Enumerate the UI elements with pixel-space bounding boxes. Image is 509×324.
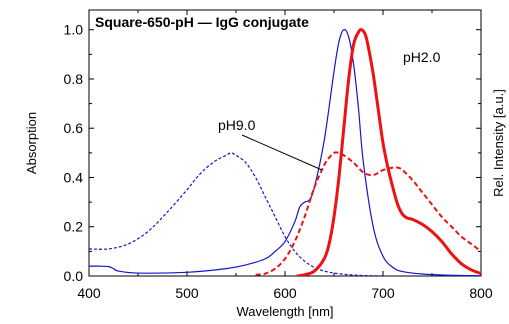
annotation-ph9: pH9.0 xyxy=(218,117,256,133)
series-line-em_ph9 xyxy=(255,151,481,276)
axis-ticks: 400 500 600 700 800 0.0 0.2 0.4 0.6 0.8 1.0 xyxy=(64,10,493,301)
y-tick-label: 0.4 xyxy=(64,169,84,185)
annotation-leader-line xyxy=(241,134,323,171)
y-axis-label-right: Rel. Intensity [a.u.] xyxy=(491,89,506,197)
y-axis-label-left: Absorption xyxy=(24,112,39,174)
series-layer xyxy=(89,28,481,276)
x-tick-label: 700 xyxy=(371,285,395,301)
y-tick-label: 1.0 xyxy=(64,22,84,38)
x-tick-label: 500 xyxy=(175,285,199,301)
y-tick-label: 0.6 xyxy=(64,120,84,136)
annotation-ph2: pH2.0 xyxy=(403,49,441,65)
x-tick-label: 400 xyxy=(77,285,101,301)
x-tick-label: 800 xyxy=(469,285,493,301)
x-tick-label: 600 xyxy=(273,285,297,301)
series-line-abs_ph2 xyxy=(89,28,481,276)
y-tick-label: 0.0 xyxy=(64,268,84,284)
series-line-em_ph2 xyxy=(296,28,481,276)
x-axis-label: Wavelength [nm] xyxy=(236,304,333,319)
y-tick-label: 0.2 xyxy=(64,219,84,235)
chart-title: Square-650-pH — IgG conjugate xyxy=(95,14,309,30)
y-tick-label: 0.8 xyxy=(64,71,84,87)
